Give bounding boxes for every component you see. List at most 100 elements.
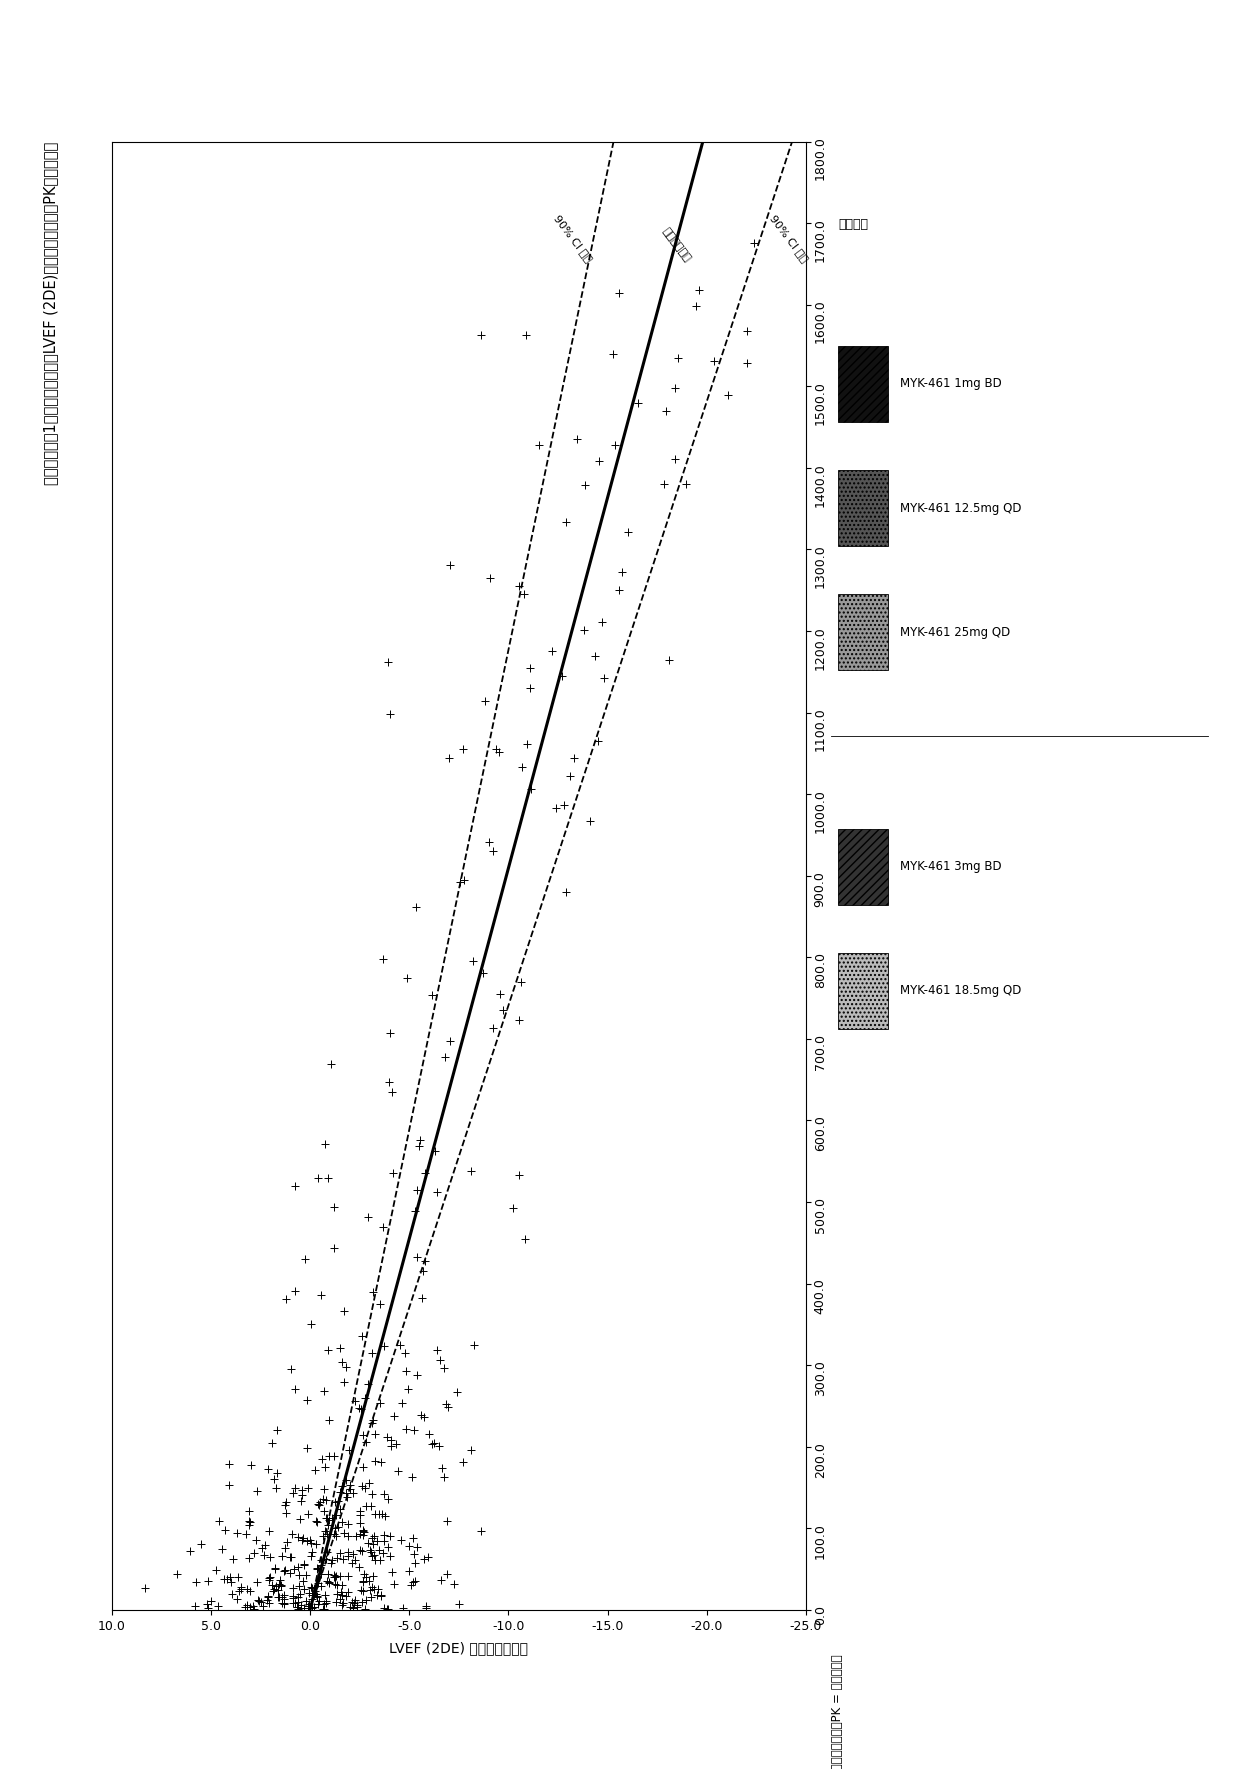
Point (379, 1521, 399, 1550)
Point (317, 1504, 337, 1532)
Point (413, 1258, 433, 1286)
Point (352, 1537, 372, 1566)
Point (237, 1574, 257, 1603)
Point (247, 1567, 267, 1596)
Point (285, 1589, 305, 1617)
Point (666, 373, 686, 402)
Point (352, 1589, 372, 1617)
Point (239, 1576, 259, 1604)
Point (217, 1566, 237, 1594)
Point (404, 1548, 424, 1576)
Point (327, 1544, 347, 1573)
Point (363, 1277, 383, 1306)
Point (231, 1574, 250, 1603)
Point (241, 1592, 260, 1620)
Point (353, 1452, 373, 1481)
Point (248, 1587, 268, 1615)
Point (362, 1339, 382, 1367)
Point (264, 1555, 284, 1583)
Point (335, 1297, 355, 1325)
Point (228, 1518, 248, 1546)
Point (201, 1587, 221, 1615)
Point (197, 1590, 217, 1619)
Point (268, 1583, 288, 1612)
Point (515, 580, 534, 609)
Point (407, 1175, 427, 1203)
Point (272, 1571, 291, 1599)
Point (326, 1521, 346, 1550)
Text: 预测的平均值: 预测的平均值 (660, 226, 692, 264)
Point (288, 1596, 308, 1624)
Point (222, 1580, 242, 1608)
Point (423, 1431, 443, 1459)
Point (332, 1581, 352, 1610)
Point (281, 1543, 301, 1571)
Point (378, 1596, 398, 1624)
Point (283, 1589, 303, 1617)
Point (277, 1488, 296, 1516)
Point (277, 1528, 296, 1557)
Point (356, 1474, 376, 1502)
Point (409, 1132, 429, 1160)
Point (254, 1541, 274, 1569)
Point (303, 1537, 322, 1566)
Point (378, 1532, 398, 1560)
Point (308, 1553, 327, 1581)
Point (361, 1493, 381, 1521)
Point (198, 1567, 218, 1596)
Point (618, 518, 637, 547)
Point (289, 1553, 309, 1581)
Point (229, 1578, 249, 1606)
Point (381, 699, 401, 727)
Point (580, 807, 600, 835)
Point (312, 1594, 332, 1622)
Point (339, 1509, 358, 1537)
Point (237, 1590, 257, 1619)
Point (259, 1564, 279, 1592)
Point (484, 837, 503, 865)
Point (327, 1571, 347, 1599)
Point (435, 1390, 455, 1419)
Point (236, 1520, 255, 1548)
Point (289, 1571, 309, 1599)
Point (330, 1585, 350, 1613)
Point (339, 1539, 358, 1567)
Point (244, 1539, 264, 1567)
Point (382, 1426, 402, 1454)
Point (342, 1589, 362, 1617)
Point (272, 1571, 291, 1599)
Point (257, 1585, 277, 1613)
Point (321, 1546, 341, 1574)
Point (686, 292, 706, 320)
Point (322, 1504, 342, 1532)
Point (347, 1594, 367, 1622)
Point (258, 1583, 278, 1612)
Point (415, 1247, 435, 1275)
Point (423, 980, 443, 1008)
Point (331, 1348, 351, 1376)
Point (585, 642, 605, 670)
Point (434, 1355, 454, 1383)
Point (360, 1468, 379, 1497)
Point (239, 1497, 259, 1525)
Point (306, 1583, 326, 1612)
Point (405, 893, 425, 922)
Point (332, 1589, 352, 1617)
Point (310, 1488, 330, 1516)
Point (386, 1429, 405, 1458)
Point (353, 1518, 373, 1546)
Point (356, 1587, 376, 1615)
Point (446, 1378, 466, 1406)
Point (315, 1452, 335, 1481)
Point (296, 1560, 316, 1589)
Point (371, 1389, 391, 1417)
Point (373, 1539, 393, 1567)
Point (269, 1583, 289, 1612)
Point (268, 1459, 288, 1488)
Point (553, 662, 573, 690)
Point (314, 1475, 334, 1504)
Point (353, 1560, 373, 1589)
Point (415, 1594, 435, 1622)
Point (378, 647, 398, 676)
Point (299, 1580, 319, 1608)
